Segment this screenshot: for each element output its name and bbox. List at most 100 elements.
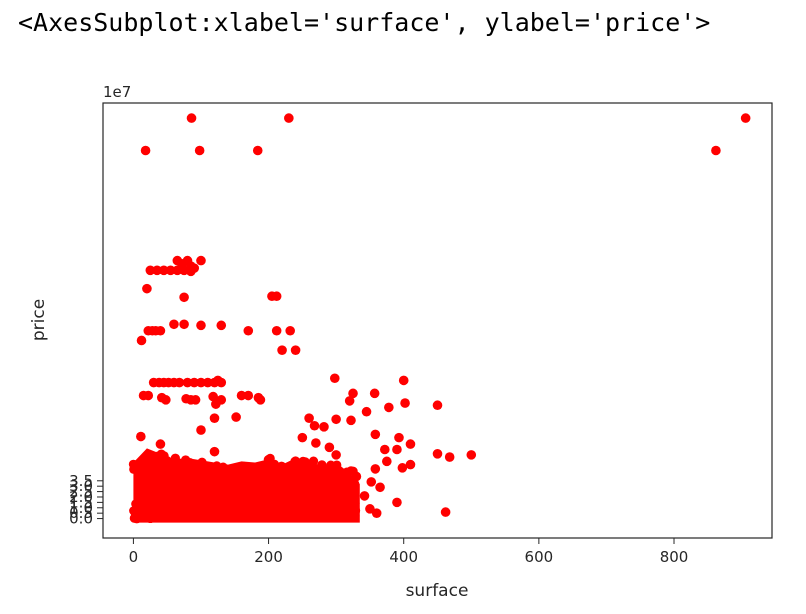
scatter-point [400,398,410,408]
scatter-point [382,456,392,467]
scatter-point [186,266,196,277]
cloud-point [265,453,275,464]
output-repr-text: <AxesSubplot:xlabel='surface', ylabel='p… [18,8,711,37]
cloud-point [146,484,156,494]
scatter-point [342,481,352,491]
y-tick-label: 2.5 [69,483,93,501]
scatter-point [130,508,141,518]
y-tick-label: 0.5 [69,504,93,522]
cloud-point [215,493,225,503]
scatter-point [182,377,193,388]
scatter-point [331,414,341,425]
scatter-point [140,145,151,156]
scatter-point [136,431,146,442]
scatter-points [130,113,751,524]
scatter-point [209,413,220,423]
cloud-point [338,472,348,482]
cloud-point [287,493,297,503]
cloud-point [197,457,207,467]
cloud-point [268,460,278,470]
scatter-point [444,452,455,462]
scatter-point [440,507,451,517]
scatter-point [324,442,335,453]
scatter-point [229,512,240,523]
cloud-point [350,498,360,508]
scatter-point [379,444,390,455]
scatter-point [309,420,320,431]
cloud-point [329,465,339,475]
cloud-point [162,456,173,466]
scatter-point [152,265,162,276]
scatter-point [196,320,206,331]
scatter-point [384,402,394,413]
scatter-point [209,446,220,457]
cloud-point [153,458,163,468]
cloud-point [308,456,319,466]
cloud-point [285,464,295,475]
scatter-point [331,450,341,460]
scatter-point [236,390,247,401]
scatter-point [370,464,381,474]
scatter-point [370,429,381,440]
scatter-point [317,465,328,475]
cloud-point [205,461,215,472]
scatter-point [297,432,308,443]
cloud-point [331,473,341,484]
cloud-point [248,469,259,479]
cloud-point [240,499,250,509]
cloud-point [143,508,153,518]
scatter-point [202,377,213,388]
scatter-point [179,319,189,330]
y-tick-label: 1.0 [69,499,93,517]
cloud-point [138,468,149,478]
cloud-point [189,472,199,483]
scatter-point [344,396,355,406]
y-axis-label: price [29,299,49,341]
scatter-point [159,265,169,276]
scatter-point [189,377,200,388]
scatter-point [165,265,176,276]
x-axis-label: surface [406,581,469,601]
cloud-point [342,500,352,510]
cloud-point [259,492,269,502]
cloud-point [310,495,320,505]
scatter-point [145,265,156,276]
cloud-point [175,478,185,489]
cloud-point [143,460,153,470]
scatter-point [143,390,154,401]
cloud-point [305,475,315,485]
cloud-point [155,480,165,490]
cloud-point [330,510,340,521]
cloud-point [239,461,250,472]
scatter-point [346,415,356,426]
scatter-point [366,477,377,487]
scatter-point [284,113,294,123]
scatter-point [208,391,218,402]
scatter-point [194,145,205,156]
cloud-point [297,466,307,476]
cloud-point [207,493,217,503]
scatter-point [329,373,340,384]
scatter-point [186,113,197,123]
cloud-point [170,453,180,463]
scatter-point [369,388,380,399]
cloud-point [129,464,139,474]
scatter-point [142,283,152,294]
scatter-point [196,255,206,266]
cloud-point [226,465,236,475]
y-tick-label: 1.5 [69,493,93,511]
scatter-point [196,377,206,388]
y-offset-label: 1e7 [103,83,131,101]
cloud-point [306,465,316,475]
scatter-point [271,291,282,302]
cloud-point [350,479,360,489]
scatter-point [398,375,409,386]
cloud-point [277,478,287,488]
cloud-point [185,458,195,468]
scatter-point [375,482,385,493]
scatter-point [136,335,147,346]
cloud-point [174,499,185,509]
scatter-point [231,412,241,422]
scatter-point [216,377,227,388]
cloud-point [156,510,166,520]
